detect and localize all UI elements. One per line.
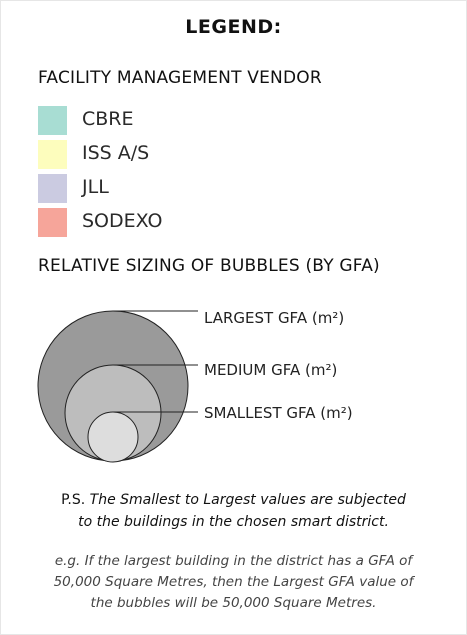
vendor-section-heading: FACILITY MANAGEMENT VENDOR <box>38 68 322 88</box>
legend-title: LEGEND: <box>185 16 282 38</box>
bubble-size-diagram: LARGEST GFA (m²) MEDIUM GFA (m²) SMALLES… <box>37 309 353 463</box>
smallest-gfa-label: SMALLEST GFA (m²) <box>204 404 353 422</box>
bubble-section-heading: RELATIVE SIZING OF BUBBLES (BY GFA) <box>38 256 380 276</box>
example-note: e.g. If the largest building in the dist… <box>0 551 467 614</box>
medium-gfa-label: MEDIUM GFA (m²) <box>204 361 337 379</box>
vendor-label-iss: ISS A/S <box>82 142 150 164</box>
example-line-1: e.g. If the largest building in the dist… <box>54 553 413 569</box>
ps-note-text-2: to the buildings in the chosen smart dis… <box>78 514 389 530</box>
vendor-swatch-jll <box>38 174 67 203</box>
ps-note-text-1: The Smallest to Largest values are subje… <box>89 492 406 508</box>
vendor-swatch-cbre <box>38 106 67 135</box>
example-line-2: 50,000 Square Metres, then the Largest G… <box>53 574 414 590</box>
ps-prefix: P.S. <box>61 492 86 508</box>
vendor-label-cbre: CBRE <box>82 108 134 130</box>
vendor-label-sodexo: SODEXO <box>82 210 163 232</box>
largest-gfa-label: LARGEST GFA (m²) <box>204 309 344 327</box>
smallest-gfa-bubble <box>87 411 139 463</box>
vendor-swatch-iss <box>38 140 67 169</box>
ps-note: P.S. The Smallest to Largest values are … <box>0 489 467 533</box>
example-line-3: the bubbles will be 50,000 Square Metres… <box>90 595 377 611</box>
ps-note-line-1: P.S. The Smallest to Largest values are … <box>0 489 467 511</box>
vendor-swatch-sodexo <box>38 208 67 237</box>
vendor-label-jll: JLL <box>82 176 109 198</box>
